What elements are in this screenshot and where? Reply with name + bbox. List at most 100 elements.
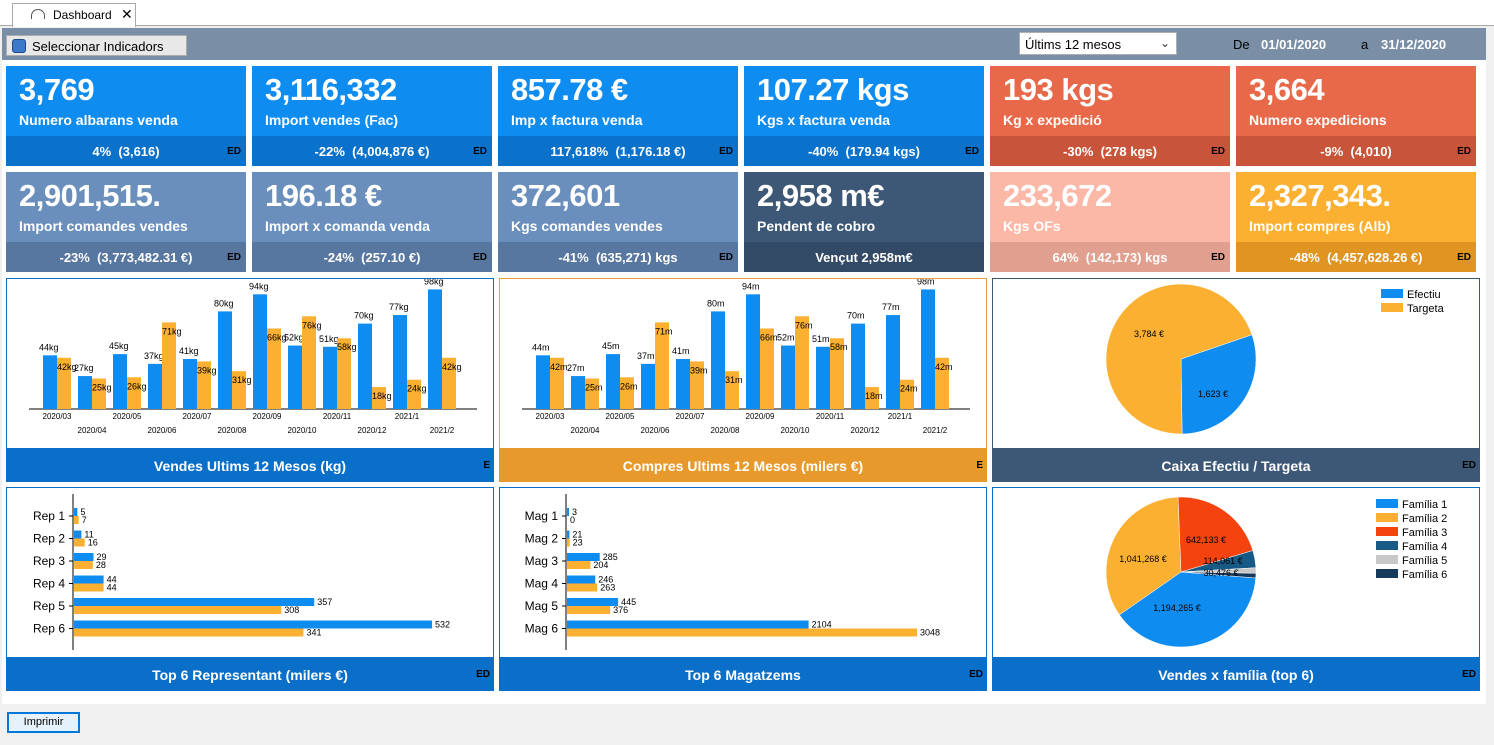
kpi-tile[interactable]: 3,769 Numero albarans venda 4% (3,616) ED [6,66,246,166]
bar-efectiu [218,311,232,409]
bar-target [407,379,421,409]
kpi-tile[interactable]: 2,958 m€ Pendent de cobro Vençut 2,958m€ [744,172,984,272]
from-date[interactable]: 01/01/2020 [1261,37,1327,52]
legend-swatch [1376,499,1398,508]
kpi-label: Kg x expedició [1003,112,1102,128]
kpi-tag: ED [227,146,241,157]
period-select[interactable]: Últims 12 mesos ⌄ [1019,32,1177,55]
kpi-footer-text: 4% (3,616) [92,144,160,159]
chart-panel[interactable]: Compres Ultims 12 Mesos (milers €) E 44m 42… [499,278,987,482]
x-tick-label: 2021/2 [430,426,455,435]
chart-panel[interactable]: Top 6 Magatzems ED Mag 1 3 0 Mag 2 21 23 Mag 3 28… [499,487,987,691]
bar-efectiu [393,315,407,409]
x-tick-label: 2020/04 [78,426,107,435]
x-tick-label: 2020/03 [43,412,72,421]
legend-label: Família 1 [1402,499,1447,511]
x-tick-label: 2020/11 [816,412,845,421]
bar-chart-svg: 44m42m2020/0327m25m2020/0445m26m2020/053… [522,279,970,435]
y-tick-label: Rep 2 [33,532,65,546]
data-label: 76m [795,320,813,330]
legend-swatch [1376,555,1398,564]
slice-label: 1,194,265 € [1153,603,1201,613]
kpi-tag: ED [227,252,241,263]
kpi-tile[interactable]: 233,672 Kgs OFs 64% (142,173) kgs ED [990,172,1230,272]
bar-series-2 [74,583,104,592]
bar-target [585,378,599,409]
kpi-label: Numero expedicions [1249,112,1387,128]
bar-series-2 [74,561,93,569]
kpi-footer: 64% (142,173) kgs ED [990,242,1230,272]
data-label: 27m [567,363,585,373]
kpi-tile[interactable]: 193 kgs Kg x expedició -30% (278 kgs) ED [990,66,1230,166]
bar-efectiu [606,354,620,409]
select-indicators-button[interactable]: Seleccionar Indicadors [6,35,187,56]
y-tick-label: Mag 2 [525,532,559,546]
chart-title: Caixa Efectiu / Targeta [1161,458,1311,474]
kpi-value: 372,601 [511,178,620,213]
select-indicators-label: Seleccionar Indicadors [32,39,164,54]
print-button[interactable]: Imprimir [7,712,80,733]
kpi-footer-text: -40% (179.94 kgs) [807,144,920,159]
kpi-tag: ED [719,252,733,263]
bar-efectiu [746,294,760,409]
slice-label: 3,784 € [1134,329,1164,339]
kpi-tile[interactable]: 196.18 € Import x comanda venda -24% (257.… [252,172,492,272]
y-tick-label: Mag 4 [525,577,559,591]
pie-slice [1119,571,1257,648]
kpi-tag: ED [965,146,979,157]
bar-series-2 [567,583,598,592]
tab-dashboard[interactable]: Dashboard ✕ [12,3,136,27]
kpi-footer-text: Vençut 2,958m€ [815,250,913,265]
data-label: 357 [317,597,332,607]
data-label: 52m [777,333,795,343]
data-label: 204 [593,560,608,570]
data-label: 52kg [284,333,304,343]
close-icon[interactable]: ✕ [121,6,133,22]
x-tick-label: 2020/05 [113,412,142,421]
kpi-tile[interactable]: 2,327,343. Import compres (Alb) -48% (4,45… [1236,172,1476,272]
kpi-tile[interactable]: 2,901,515. Import comandes vendes -23% (3,… [6,172,246,272]
pie-slice [1180,334,1257,435]
chart-panel[interactable]: Vendes Ultims 12 Mesos (kg) E 44kg 42kg 2020… [6,278,494,482]
pie-slice [1105,283,1253,435]
x-tick-label: 2020/03 [536,412,565,421]
bar-efectiu [816,346,830,409]
dashboard: Seleccionar Indicadors Últims 12 mesos ⌄… [2,28,1486,704]
kpi-label: Pendent de cobro [757,218,876,234]
kpi-tile[interactable]: 107.27 kgs Kgs x factura venda -40% (179.9… [744,66,984,166]
kpi-tile[interactable]: 3,116,332 Import vendes (Fac) -22% (4,004,… [252,66,492,166]
slice-label: 114,061 € [1203,556,1242,566]
bar-series-1 [567,575,596,584]
chart-panel-footer: Vendes Ultims 12 Mesos (kg) E [6,448,494,482]
y-tick-label: Rep 1 [33,509,65,523]
to-date[interactable]: 31/12/2020 [1381,37,1447,52]
data-label: 3 [572,507,577,517]
y-tick-label: Mag 1 [525,509,559,523]
legend-label: Família 4 [1402,541,1447,553]
kpi-tile[interactable]: 857.78 € Imp x factura venda 117,618% (1,1… [498,66,738,166]
kpi-footer-text: -41% (635,271) kgs [558,250,678,265]
data-label: 21 [572,530,582,540]
kpi-tile[interactable]: 3,664 Numero expedicions -9% (4,010) ED [1236,66,1476,166]
chart-panel[interactable]: Caixa Efectiu / Targeta ED 1,623 € 3,784 € E… [992,278,1480,482]
data-label: 76kg [302,320,322,330]
kpi-footer: 4% (3,616) ED [6,136,246,166]
bar-efectiu [78,376,92,409]
bar-series-1 [74,553,94,561]
data-label: 0 [570,515,575,525]
legend-swatch [1381,303,1403,312]
chart-panel[interactable]: Top 6 Representant (milers €) ED Rep 1 5 7 Re… [6,487,494,691]
bar-efectiu [886,315,900,409]
data-label: 42kg [57,362,77,372]
data-label: 51m [812,334,830,344]
kpi-tile[interactable]: 372,601 Kgs comandes vendes -41% (635,271)… [498,172,738,272]
legend-label: Efectiu [1407,289,1441,301]
x-tick-label: 2020/08 [218,426,247,435]
x-tick-label: 2020/10 [781,426,810,435]
data-label: 94m [742,281,760,291]
data-label: 77m [882,302,900,312]
legend-swatch [1376,513,1398,522]
chart-panel[interactable]: Vendes x família (top 6) ED 1,194,265 € 1,0… [992,487,1480,691]
chart-title: Compres Ultims 12 Mesos (milers €) [622,458,864,474]
